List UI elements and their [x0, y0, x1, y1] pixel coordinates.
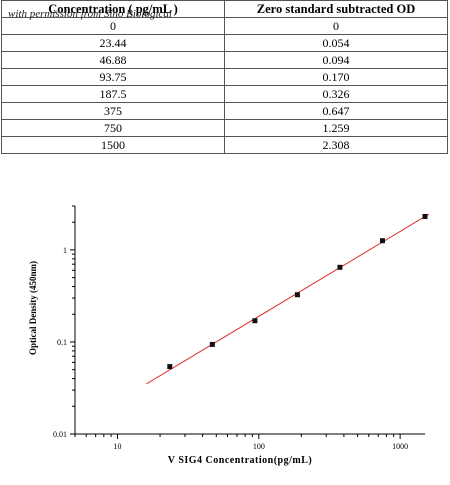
- table-row: 1500 2.308: [1, 136, 448, 154]
- cell-od: 0.054: [224, 34, 448, 52]
- fit-line: [146, 213, 430, 385]
- standard-table-container: Concentration ( pg/mL ) Zero standard su…: [0, 0, 450, 154]
- table-header-row: Concentration ( pg/mL ) Zero standard su…: [1, 0, 448, 18]
- data-point: [252, 318, 258, 324]
- cell-od: 1.259: [224, 119, 448, 137]
- x-tick-label: 10: [114, 442, 122, 451]
- cell-od: 0.326: [224, 85, 448, 103]
- table-row: 23.44 0.054: [1, 34, 448, 52]
- table-row: 93.75 0.170: [1, 68, 448, 86]
- header-concentration: Concentration ( pg/mL ): [1, 0, 225, 18]
- cell-concentration: 187.5: [1, 85, 225, 103]
- standard-curve-table: Concentration ( pg/mL ) Zero standard su…: [1, 0, 448, 154]
- cell-od: 0.647: [224, 102, 448, 120]
- data-point: [337, 264, 343, 270]
- cell-od: 0.170: [224, 68, 448, 86]
- table-row: 750 1.259: [1, 119, 448, 137]
- y-tick-label: 1: [63, 246, 67, 255]
- x-tick-label: 100: [253, 442, 265, 451]
- y-axis-label: Optical Density (450nm): [28, 261, 38, 355]
- data-point: [209, 341, 215, 347]
- cell-concentration: 750: [1, 119, 225, 137]
- table-row: 375 0.647: [1, 102, 448, 120]
- data-points-group: [167, 213, 428, 370]
- table-row: 46.88 0.094: [1, 51, 448, 69]
- cell-od: 0.094: [224, 51, 448, 69]
- table-row: 187.5 0.326: [1, 85, 448, 103]
- cell-concentration: 0: [1, 17, 225, 35]
- chart-container: 10 100 1000 0.01 0.1 1 V SIG4 Concentration(p…: [0, 196, 450, 480]
- y-tick-label: 0.1: [57, 338, 67, 347]
- cell-concentration: 93.75: [1, 68, 225, 86]
- x-axis-label: V SIG4 Concentration(pg/mL): [168, 455, 312, 466]
- data-point: [422, 213, 428, 219]
- cell-concentration: 23.44: [1, 34, 225, 52]
- cell-od: 2.308: [224, 136, 448, 154]
- x-tick-label: 1000: [392, 442, 408, 451]
- cell-concentration: 46.88: [1, 51, 225, 69]
- data-point: [294, 292, 300, 298]
- chart-axes: 10 100 1000 0.01 0.1 1: [53, 205, 425, 451]
- data-point: [379, 238, 385, 244]
- fit-line-group: [146, 213, 430, 385]
- cell-concentration: 1500: [1, 136, 225, 154]
- standard-curve-chart: 10 100 1000 0.01 0.1 1 V SIG4 Concentration(p…: [28, 205, 430, 466]
- data-point: [167, 364, 173, 370]
- header-od: Zero standard subtracted OD: [224, 0, 448, 18]
- cell-od: 0: [224, 17, 448, 35]
- cell-concentration: 375: [1, 102, 225, 120]
- y-tick-label: 0.01: [53, 430, 67, 439]
